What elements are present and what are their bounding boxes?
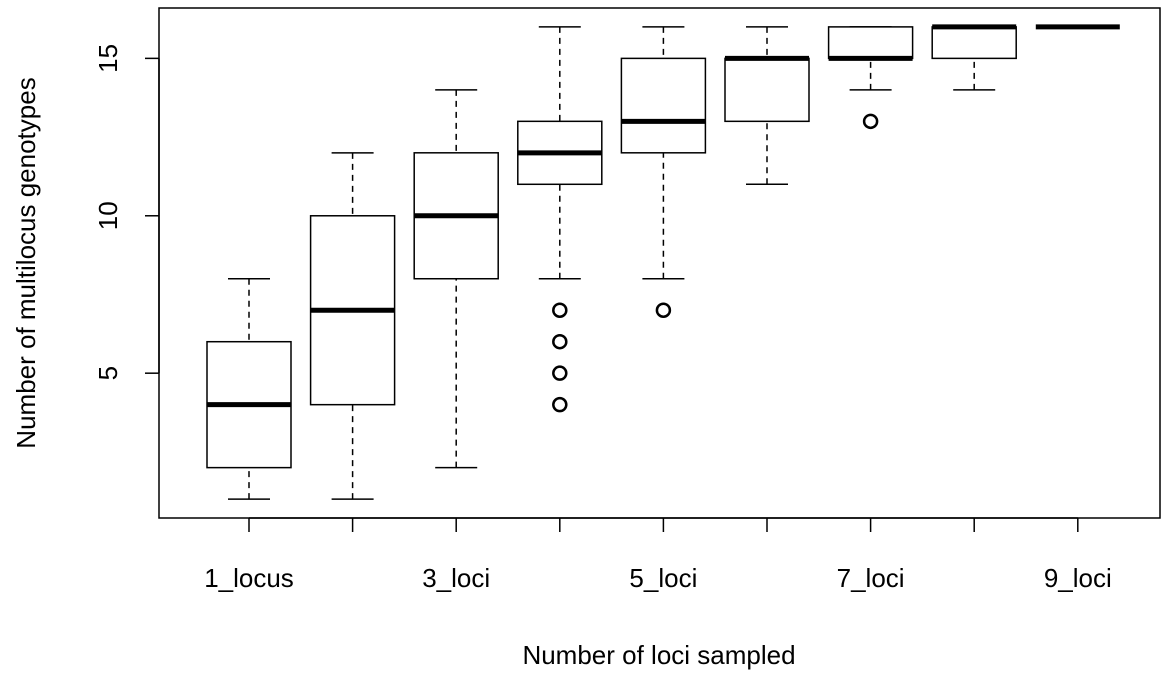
y-tick-label: 15 — [93, 44, 123, 73]
x-tick-label: 7_loci — [837, 563, 905, 593]
box — [827, 26, 914, 60]
x-tick-label: 3_loci — [422, 563, 490, 593]
y-tick-label: 5 — [93, 366, 123, 380]
x-tick-label: 5_loci — [629, 563, 697, 593]
x-axis-title: Number of loci sampled — [522, 640, 795, 670]
outlier — [655, 302, 672, 318]
box — [620, 57, 707, 154]
outlier — [552, 333, 568, 350]
x-tick-label: 1_locus — [204, 563, 294, 593]
box — [931, 26, 1017, 60]
outlier — [552, 396, 568, 413]
y-tick-label: 10 — [93, 201, 123, 230]
box — [724, 57, 810, 123]
outlier — [552, 365, 568, 381]
outlier — [862, 113, 879, 130]
outlier — [552, 302, 568, 318]
x-tick-label: 9_loci — [1044, 563, 1112, 593]
y-axis-title: Number of multilocus genotypes — [11, 77, 41, 448]
